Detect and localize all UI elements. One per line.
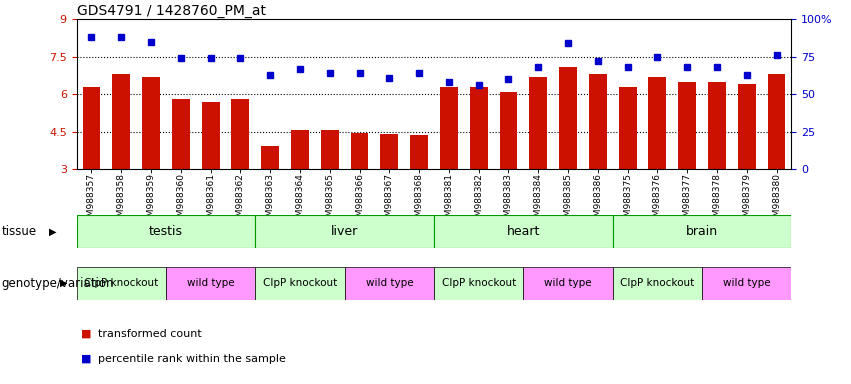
Bar [166,267,255,300]
Text: GSM988383: GSM988383 [504,174,513,228]
Text: GSM988363: GSM988363 [266,174,275,228]
Bar [738,84,756,169]
Text: GSM988364: GSM988364 [295,174,305,228]
Bar [678,82,696,169]
Bar [83,87,100,169]
Bar [440,87,458,169]
Text: wild type: wild type [366,278,413,288]
Bar [708,82,726,169]
Text: ▶: ▶ [60,278,68,288]
Text: GSM988375: GSM988375 [623,174,632,228]
Bar [648,77,666,169]
Bar [142,77,160,169]
Text: ClpP knockout: ClpP knockout [442,278,516,288]
Bar [261,146,279,169]
Text: GSM988361: GSM988361 [206,174,215,228]
Bar [434,215,613,248]
Text: GSM988365: GSM988365 [325,174,334,228]
Text: transformed count: transformed count [98,329,202,339]
Text: GSM988379: GSM988379 [742,174,751,228]
Bar [434,267,523,300]
Text: GDS4791 / 1428760_PM_at: GDS4791 / 1428760_PM_at [77,4,266,18]
Bar [345,267,434,300]
Bar [613,215,791,248]
Text: GSM988368: GSM988368 [414,174,424,228]
Bar [351,133,368,169]
Text: heart: heart [506,225,540,238]
Bar [619,87,637,169]
Text: ClpP knockout: ClpP knockout [263,278,337,288]
Bar [321,130,339,169]
Bar [529,77,547,169]
Text: GSM988381: GSM988381 [444,174,454,228]
Text: GSM988360: GSM988360 [176,174,186,228]
Text: GSM988358: GSM988358 [117,174,126,228]
Bar [702,267,791,300]
Bar [112,74,130,169]
Text: genotype/variation: genotype/variation [2,277,114,290]
Bar [500,92,517,169]
Text: percentile rank within the sample: percentile rank within the sample [98,354,286,364]
Bar [77,267,166,300]
Text: GSM988384: GSM988384 [534,174,543,228]
Text: GSM988359: GSM988359 [146,174,156,228]
Text: ■: ■ [81,354,91,364]
Text: ▶: ▶ [49,226,57,237]
Text: wild type: wild type [723,278,770,288]
Text: liver: liver [331,225,358,238]
Bar [172,99,190,169]
Bar [523,267,613,300]
Text: GSM988382: GSM988382 [474,174,483,228]
Text: GSM988377: GSM988377 [683,174,692,228]
Bar [589,74,607,169]
Bar [202,101,220,169]
Text: GSM988367: GSM988367 [385,174,394,228]
Text: GSM988385: GSM988385 [563,174,573,228]
Text: ■: ■ [81,329,91,339]
Text: brain: brain [686,225,718,238]
Bar [231,99,249,169]
Bar [380,134,398,169]
Bar [255,215,434,248]
Bar [559,67,577,169]
Text: GSM988380: GSM988380 [772,174,781,228]
Text: tissue: tissue [2,225,37,238]
Bar [470,87,488,169]
Text: wild type: wild type [187,278,234,288]
Text: ClpP knockout: ClpP knockout [620,278,694,288]
Bar [255,267,345,300]
Text: wild type: wild type [545,278,591,288]
Bar [768,74,785,169]
Text: GSM988376: GSM988376 [653,174,662,228]
Bar [291,130,309,169]
Bar [77,215,255,248]
Text: GSM988357: GSM988357 [87,174,96,228]
Text: ClpP knockout: ClpP knockout [84,278,158,288]
Bar [613,267,702,300]
Bar [410,135,428,169]
Text: GSM988378: GSM988378 [712,174,722,228]
Text: testis: testis [149,225,183,238]
Text: GSM988362: GSM988362 [236,174,245,228]
Text: GSM988386: GSM988386 [593,174,603,228]
Text: GSM988366: GSM988366 [355,174,364,228]
